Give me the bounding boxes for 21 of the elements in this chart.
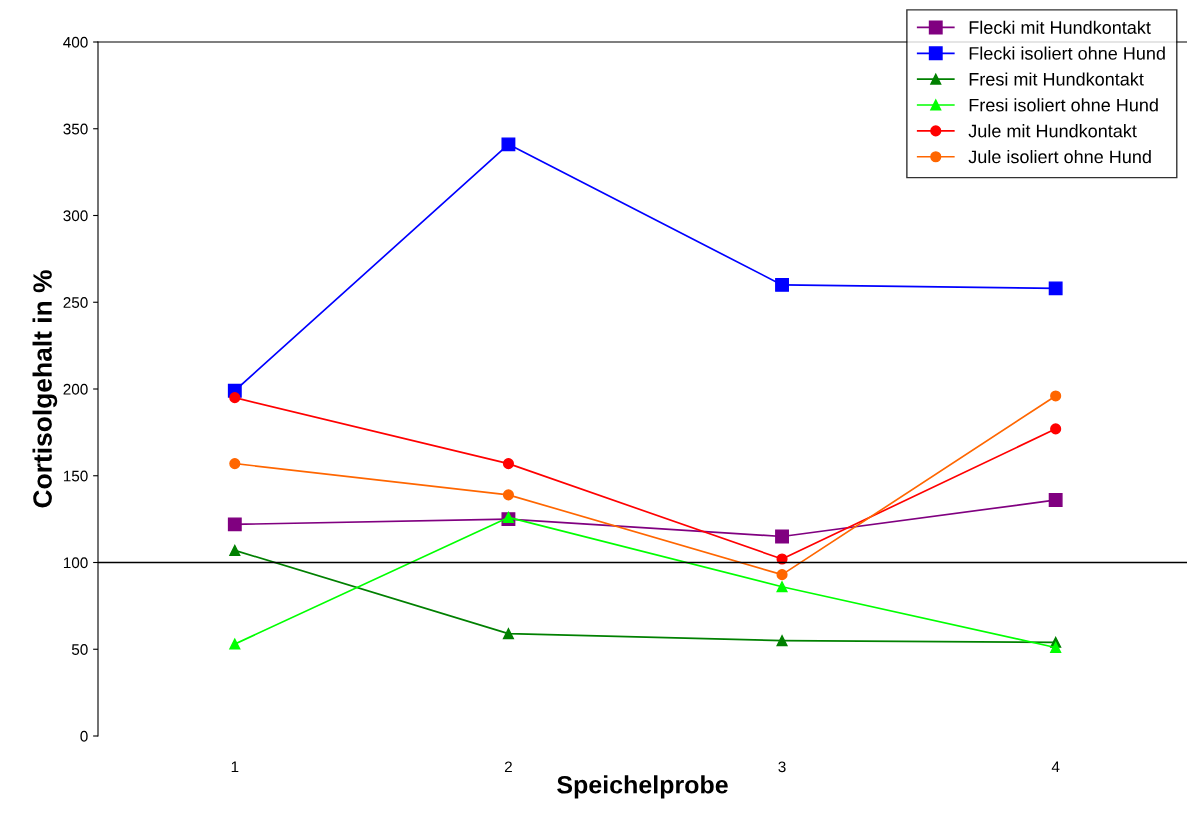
x-tick-label: 4	[1051, 761, 1060, 773]
y-tick-label: 400	[63, 36, 88, 48]
x-tick-label: 1	[231, 761, 239, 773]
x-tick-label: 2	[504, 761, 512, 773]
legend-label: Fresi mit Hundkontakt	[969, 72, 1144, 86]
y-tick-label: 100	[63, 557, 88, 569]
y-tick-label: 200	[63, 383, 88, 395]
x-axis-title: Speichelprobe	[557, 775, 728, 799]
legend-label: Flecki mit Hundkontakt	[969, 20, 1151, 34]
y-tick-label: 0	[80, 730, 88, 742]
y-axis-title: Cortisolgehalt in %	[32, 270, 58, 508]
legend-label: Jule isoliert ohne Hund	[968, 149, 1151, 164]
y-tick-label: 150	[63, 470, 88, 482]
y-tick-label: 250	[63, 297, 88, 308]
legend-label: Fresi isoliert ohne Hund	[969, 98, 1158, 112]
x-tick-label: 3	[778, 761, 786, 773]
legend-label: Flecki isoliert ohne Hund	[969, 46, 1165, 60]
y-tick-label: 50	[71, 644, 88, 655]
y-tick-label: 350	[63, 123, 88, 135]
y-tick-label: 300	[63, 210, 88, 222]
legend-label: Jule mit Hundkontakt	[968, 124, 1137, 138]
